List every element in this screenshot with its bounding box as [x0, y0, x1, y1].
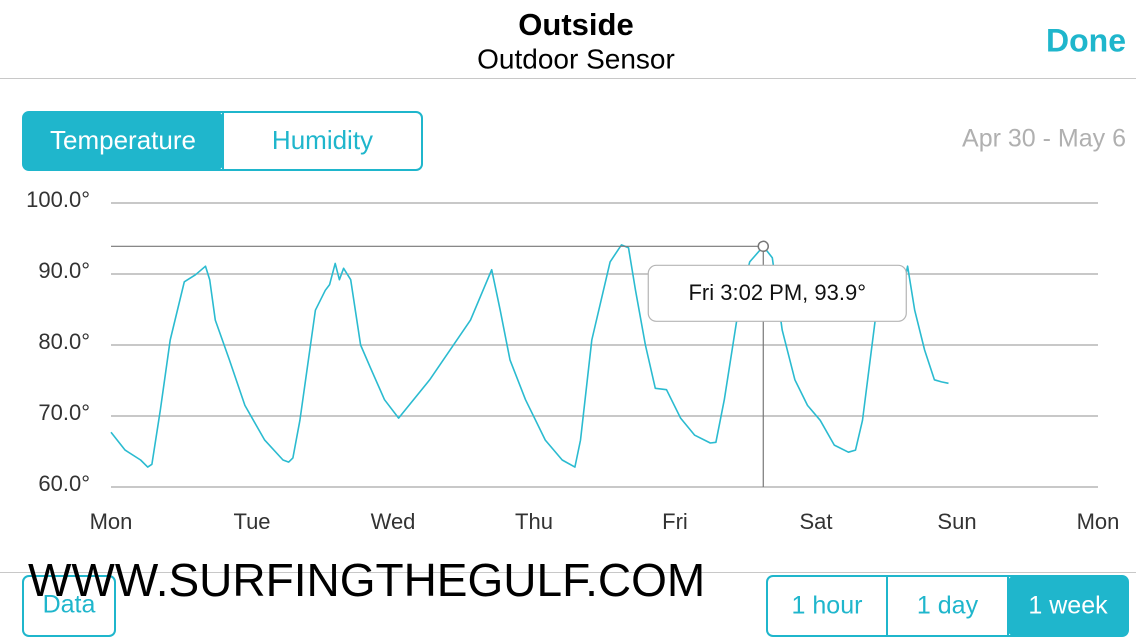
tab-item[interactable]: Temperature — [50, 125, 196, 155]
x-tick-label: Tue — [233, 509, 270, 534]
x-tick-label: Thu — [515, 509, 553, 534]
date-range: Apr 30 - May 6 — [962, 125, 1126, 153]
highlight-point — [757, 240, 770, 253]
range-item[interactable]: 1 day — [917, 592, 979, 620]
temperature-line — [110, 244, 949, 468]
x-tick-label: Mon — [1077, 509, 1120, 534]
done-button[interactable]: Done — [1046, 22, 1126, 58]
x-tick-label: Wed — [371, 509, 416, 534]
x-tick-label: Sun — [937, 509, 976, 534]
range-item[interactable]: 1 hour — [792, 592, 863, 620]
subtitle: Outdoor Sensor — [477, 43, 675, 74]
tooltip-box — [647, 264, 907, 322]
y-tick-label: 80.0° — [38, 329, 90, 354]
tooltip-label: Fri 3:02 PM, 93.9° — [688, 280, 866, 305]
range-selected[interactable] — [1008, 576, 1128, 636]
tabs: Temperature Humidity — [22, 111, 423, 171]
title: Outside — [518, 7, 633, 42]
tab-item[interactable]: Humidity — [272, 125, 373, 155]
chart: 60.0° 70.0° 80.0° 90.0° 100.0° Mon Tue Wed Thu Fr… — [26, 187, 1119, 534]
y-tick-label: 60.0° — [38, 471, 90, 496]
x-tick-label: Fri — [662, 509, 688, 534]
watermark: WWW.SURFINGTHEGULF.COM — [28, 554, 705, 606]
data-button-frame[interactable] — [22, 575, 116, 637]
y-tick-label: 70.0° — [38, 400, 90, 425]
y-tick-label: 90.0° — [38, 258, 90, 283]
range-item[interactable]: 1 week — [1028, 592, 1108, 620]
data-button[interactable]: Data — [43, 591, 96, 619]
x-tick-label: Sat — [799, 509, 832, 534]
x-tick-label: Mon — [90, 509, 133, 534]
tab-selected[interactable] — [23, 112, 223, 170]
y-tick-label: 100.0° — [26, 187, 90, 212]
range-selector: 1 hour 1 day 1 week — [766, 575, 1129, 637]
